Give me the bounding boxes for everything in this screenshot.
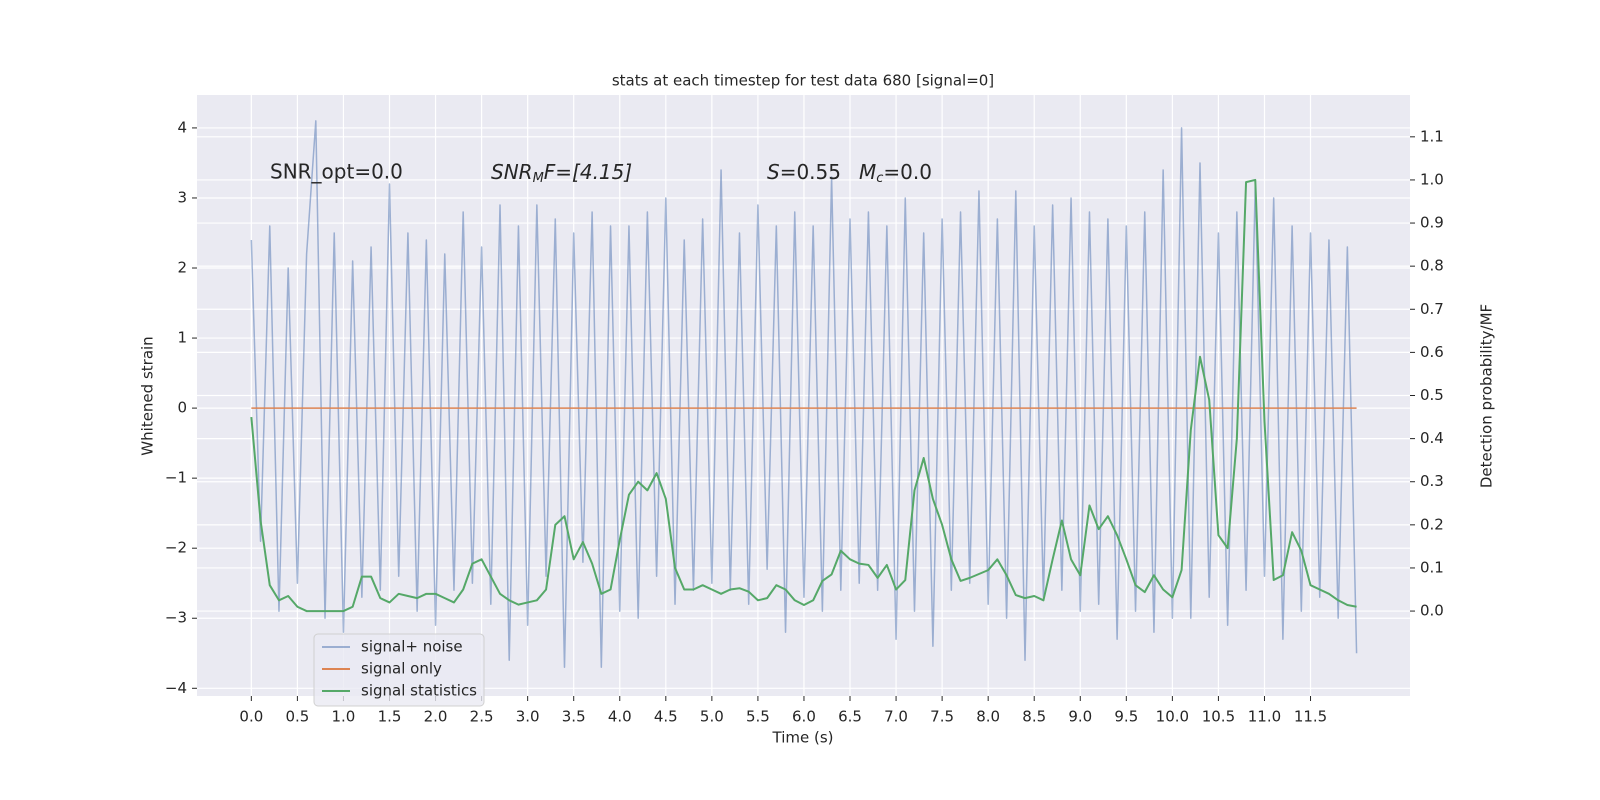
legend-label: signal statistics xyxy=(361,682,477,700)
x-tick-label: 11.5 xyxy=(1294,708,1327,726)
x-tick-label: 0.0 xyxy=(239,708,263,726)
x-tick-label: 9.0 xyxy=(1068,708,1092,726)
x-tick-label: 5.0 xyxy=(700,708,724,726)
x-tick-label: 8.0 xyxy=(976,708,1000,726)
legend-box xyxy=(313,633,485,707)
annotation: Mc=0.0 xyxy=(859,160,932,186)
annotation-sub: M xyxy=(533,171,544,186)
y2-tick-label: 0.9 xyxy=(1420,214,1444,232)
x-tick-label: 5.5 xyxy=(746,708,770,726)
x-tick-label: 4.0 xyxy=(608,708,632,726)
annotation-sub: c xyxy=(876,171,883,186)
y-tick-label: −2 xyxy=(165,539,187,557)
y-tick-label: −4 xyxy=(165,679,187,697)
annotation: S=0.55 xyxy=(767,160,841,184)
series-line xyxy=(250,120,1358,669)
annotation-var: SNR xyxy=(491,160,533,184)
annotation-tail: =0.0 xyxy=(883,160,932,184)
x-tick-label: 6.5 xyxy=(838,708,862,726)
x-tick-label: 10.0 xyxy=(1156,708,1189,726)
legend-label: signal only xyxy=(361,660,442,678)
y2-tick-label: 0.6 xyxy=(1420,343,1444,361)
x-tick-label: 3.0 xyxy=(516,708,540,726)
y2-tick-label: 0.5 xyxy=(1420,386,1444,404)
x-tick-label: 10.5 xyxy=(1202,708,1235,726)
x-tick-label: 1.0 xyxy=(332,708,356,726)
x-tick-label: 0.5 xyxy=(285,708,309,726)
series-line xyxy=(250,178,1357,613)
y2-tick-label: 0.3 xyxy=(1420,472,1444,490)
y2-tick-label: 0.2 xyxy=(1420,515,1444,533)
y-tick-label: 2 xyxy=(177,259,187,277)
y2-tick-label: 1.0 xyxy=(1420,170,1444,188)
annotation: SNR_opt=0.0 xyxy=(270,160,403,184)
x-tick-label: 7.5 xyxy=(930,708,954,726)
x-tick-label: 3.5 xyxy=(562,708,586,726)
y2-tick-label: 0.0 xyxy=(1420,602,1444,620)
y-tick-label: 4 xyxy=(177,118,187,136)
y-tick-label: 3 xyxy=(177,188,187,206)
x-tick-label: 11.0 xyxy=(1248,708,1281,726)
x-tick-label: 2.5 xyxy=(470,708,494,726)
x-tick-label: 1.5 xyxy=(378,708,402,726)
annotation-var: M xyxy=(859,160,876,184)
x-tick-label: 4.5 xyxy=(654,708,678,726)
annotation-tail: F=[4.15] xyxy=(544,160,632,184)
y2-tick-label: 0.4 xyxy=(1420,429,1444,447)
y2-axis-label: Detection probability/MF xyxy=(1478,304,1496,488)
annotation-var: S xyxy=(767,160,780,184)
y-tick-label: −1 xyxy=(165,469,187,487)
y-tick-label: −3 xyxy=(165,609,187,627)
legend-label: signal+ noise xyxy=(361,638,463,656)
y-tick-label: 0 xyxy=(177,399,187,417)
annotation-tail: =0.55 xyxy=(780,160,841,184)
y2-tick-label: 1.1 xyxy=(1420,127,1444,145)
x-tick-label: 7.0 xyxy=(884,708,908,726)
x-tick-label: 8.5 xyxy=(1022,708,1046,726)
x-axis-label: Time (s) xyxy=(772,729,834,747)
x-tick-label: 9.5 xyxy=(1114,708,1138,726)
y-axis-label: Whitened strain xyxy=(139,336,157,455)
y2-tick-label: 0.8 xyxy=(1420,257,1444,275)
chart-title: stats at each timestep for test data 680… xyxy=(612,72,994,90)
x-tick-label: 2.0 xyxy=(424,708,448,726)
annotation: SNRMF=[4.15] xyxy=(491,160,632,186)
y-tick-label: 1 xyxy=(177,329,187,347)
y2-tick-label: 0.1 xyxy=(1420,558,1444,576)
x-tick-label: 6.0 xyxy=(792,708,816,726)
y2-tick-label: 0.7 xyxy=(1420,300,1444,318)
